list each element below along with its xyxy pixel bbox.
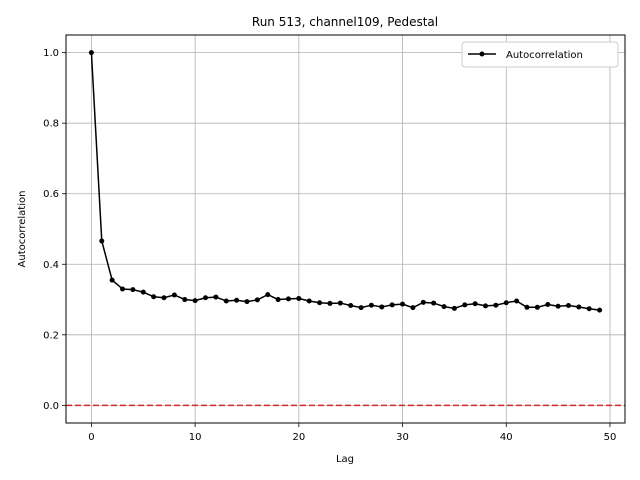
- data-point: [576, 304, 582, 310]
- x-axis-label: Lag: [336, 454, 354, 465]
- data-point: [317, 300, 323, 306]
- data-point: [213, 294, 219, 300]
- data-point: [358, 305, 364, 311]
- legend-marker-swatch: [479, 51, 485, 57]
- data-point: [451, 305, 457, 311]
- y-tick-label: 1.0: [43, 48, 59, 59]
- x-tick-label: 20: [292, 432, 305, 443]
- data-point: [285, 296, 291, 302]
- data-point: [99, 238, 105, 244]
- plot-frame: [65, 34, 626, 424]
- legend-label: Autocorrelation: [506, 50, 583, 61]
- data-point: [140, 289, 146, 295]
- data-point: [545, 301, 551, 307]
- data-point: [202, 295, 208, 301]
- data-point: [182, 297, 188, 303]
- data-point: [410, 305, 416, 311]
- data-point: [151, 294, 157, 300]
- data-point: [275, 297, 281, 303]
- data-point: [503, 300, 509, 306]
- data-point: [192, 298, 198, 304]
- chart-title: Run 513, channel109, Pedestal: [252, 15, 438, 29]
- data-point: [420, 299, 426, 305]
- legend-box: [461, 41, 619, 68]
- data-point: [524, 304, 530, 310]
- data-point: [586, 306, 592, 312]
- y-axis-label: Autocorrelation: [17, 191, 28, 268]
- y-tick-label: 0.4: [43, 260, 59, 271]
- data-point: [120, 286, 126, 292]
- data-point: [130, 287, 136, 293]
- data-point: [254, 297, 260, 303]
- legend: Autocorrelation: [461, 41, 619, 68]
- data-point: [244, 299, 250, 305]
- data-point: [400, 301, 406, 307]
- ticks: 0 10 20 30 40 50 0.0 0.2 0.4 0.6 0.8 1.0: [43, 48, 616, 443]
- data-point: [337, 300, 343, 306]
- data-point: [88, 50, 94, 56]
- data-point: [379, 304, 385, 310]
- data-point: [234, 297, 240, 303]
- x-tick-label: 50: [604, 432, 617, 443]
- series-layer: [88, 50, 603, 313]
- data-point: [389, 302, 395, 308]
- data-point: [597, 307, 603, 313]
- data-point: [514, 298, 520, 304]
- data-point: [171, 292, 177, 298]
- data-point: [109, 277, 115, 283]
- data-point: [431, 300, 437, 306]
- data-point: [462, 302, 468, 308]
- data-point: [348, 303, 354, 309]
- y-tick-label: 0.2: [43, 330, 59, 341]
- data-point: [161, 295, 167, 301]
- x-tick-label: 0: [88, 432, 94, 443]
- data-point: [441, 304, 447, 310]
- x-tick-label: 40: [500, 432, 513, 443]
- data-point: [534, 304, 540, 310]
- y-tick-label: 0.8: [43, 119, 59, 130]
- data-point: [306, 298, 312, 304]
- x-tick-label: 30: [396, 432, 409, 443]
- x-tick-label: 10: [189, 432, 202, 443]
- data-point: [472, 301, 478, 307]
- data-point: [483, 303, 489, 309]
- data-point: [565, 303, 571, 309]
- y-tick-label: 0.6: [43, 189, 59, 200]
- data-point: [368, 302, 374, 308]
- data-point: [223, 298, 229, 304]
- data-point: [493, 302, 499, 308]
- data-point: [327, 300, 333, 306]
- y-tick-label: 0.0: [43, 401, 59, 412]
- data-point: [555, 303, 561, 309]
- data-point: [265, 292, 271, 298]
- data-point: [296, 295, 302, 301]
